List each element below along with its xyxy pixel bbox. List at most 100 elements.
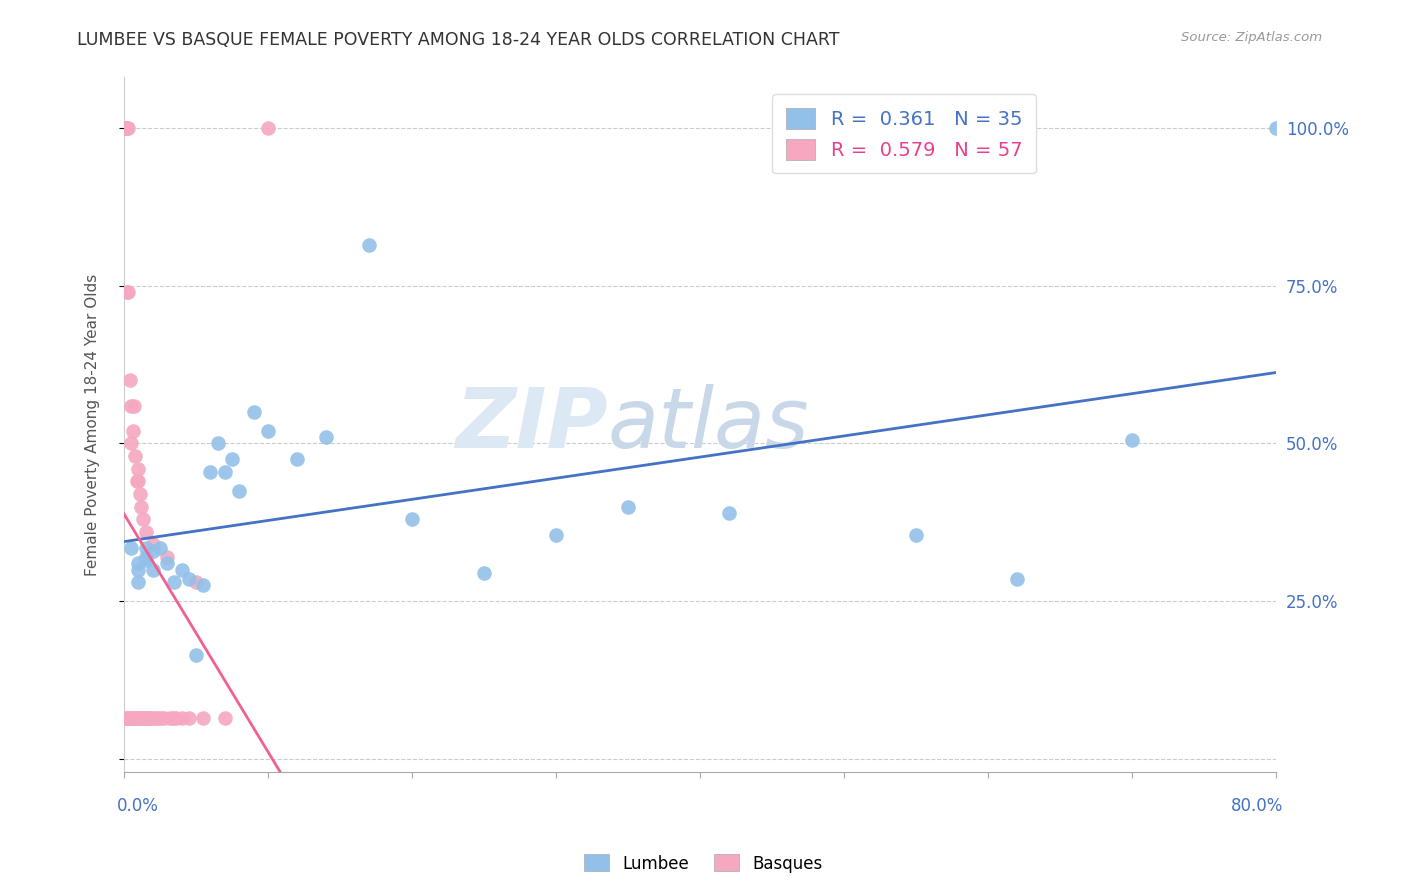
- Point: [125, 711, 148, 725]
- Point: [129, 500, 152, 514]
- Point: [114, 120, 136, 135]
- Point: [139, 711, 162, 725]
- Point: [156, 550, 179, 565]
- Point: [124, 711, 146, 725]
- Point: [120, 541, 142, 555]
- Point: [257, 424, 280, 438]
- Point: [127, 563, 149, 577]
- Point: [122, 399, 145, 413]
- Point: [162, 711, 184, 725]
- Point: [228, 483, 250, 498]
- Legend: R =  0.361   N = 35, R =  0.579   N = 57: R = 0.361 N = 35, R = 0.579 N = 57: [772, 94, 1036, 173]
- Point: [207, 436, 229, 450]
- Legend: Lumbee, Basques: Lumbee, Basques: [576, 847, 830, 880]
- Point: [120, 436, 142, 450]
- Point: [159, 711, 181, 725]
- Point: [170, 563, 193, 577]
- Point: [315, 430, 337, 444]
- Point: [191, 578, 214, 592]
- Point: [121, 424, 143, 438]
- Point: [128, 487, 150, 501]
- Point: [148, 711, 170, 725]
- Point: [153, 711, 176, 725]
- Point: [129, 711, 152, 725]
- Point: [128, 711, 150, 725]
- Point: [200, 465, 222, 479]
- Point: [134, 553, 156, 567]
- Point: [134, 550, 156, 565]
- Point: [1265, 120, 1288, 135]
- Point: [115, 285, 138, 299]
- Text: 80.0%: 80.0%: [1230, 797, 1284, 814]
- Point: [127, 711, 149, 725]
- Point: [717, 506, 740, 520]
- Point: [142, 537, 165, 551]
- Point: [120, 399, 142, 413]
- Point: [117, 285, 139, 299]
- Point: [142, 543, 165, 558]
- Point: [136, 711, 159, 725]
- Point: [141, 711, 163, 725]
- Point: [1121, 434, 1143, 448]
- Point: [115, 120, 138, 135]
- Point: [125, 475, 148, 489]
- Point: [114, 711, 136, 725]
- Point: [221, 452, 243, 467]
- Point: [170, 711, 193, 725]
- Point: [214, 711, 236, 725]
- Point: [472, 566, 495, 580]
- Point: [127, 475, 149, 489]
- Point: [544, 528, 567, 542]
- Point: [131, 512, 153, 526]
- Y-axis label: Female Poverty Among 18-24 Year Olds: Female Poverty Among 18-24 Year Olds: [86, 274, 100, 575]
- Point: [121, 711, 143, 725]
- Point: [142, 711, 165, 725]
- Text: 0.0%: 0.0%: [117, 797, 159, 814]
- Point: [401, 512, 423, 526]
- Point: [184, 648, 207, 662]
- Point: [617, 500, 640, 514]
- Point: [905, 528, 928, 542]
- Point: [149, 541, 172, 555]
- Point: [117, 120, 139, 135]
- Point: [118, 373, 141, 387]
- Point: [115, 711, 138, 725]
- Point: [127, 575, 149, 590]
- Point: [134, 711, 156, 725]
- Point: [257, 120, 280, 135]
- Point: [114, 120, 136, 135]
- Point: [117, 711, 139, 725]
- Point: [357, 237, 380, 252]
- Point: [285, 452, 308, 467]
- Point: [134, 541, 156, 555]
- Point: [165, 711, 187, 725]
- Point: [132, 711, 155, 725]
- Point: [150, 711, 173, 725]
- Point: [127, 461, 149, 475]
- Point: [145, 711, 167, 725]
- Point: [134, 524, 156, 539]
- Point: [131, 711, 153, 725]
- Point: [120, 711, 142, 725]
- Point: [122, 711, 145, 725]
- Text: atlas: atlas: [607, 384, 810, 465]
- Point: [184, 575, 207, 590]
- Point: [177, 572, 200, 586]
- Point: [242, 405, 264, 419]
- Point: [142, 563, 165, 577]
- Point: [191, 711, 214, 725]
- Text: Source: ZipAtlas.com: Source: ZipAtlas.com: [1181, 31, 1322, 45]
- Point: [163, 575, 186, 590]
- Text: LUMBEE VS BASQUE FEMALE POVERTY AMONG 18-24 YEAR OLDS CORRELATION CHART: LUMBEE VS BASQUE FEMALE POVERTY AMONG 18…: [77, 31, 839, 49]
- Point: [156, 557, 179, 571]
- Point: [118, 711, 141, 725]
- Point: [114, 120, 136, 135]
- Point: [127, 557, 149, 571]
- Point: [214, 465, 236, 479]
- Text: ZIP: ZIP: [456, 384, 607, 465]
- Point: [115, 120, 138, 135]
- Point: [177, 711, 200, 725]
- Point: [114, 120, 136, 135]
- Point: [1005, 572, 1028, 586]
- Point: [138, 711, 160, 725]
